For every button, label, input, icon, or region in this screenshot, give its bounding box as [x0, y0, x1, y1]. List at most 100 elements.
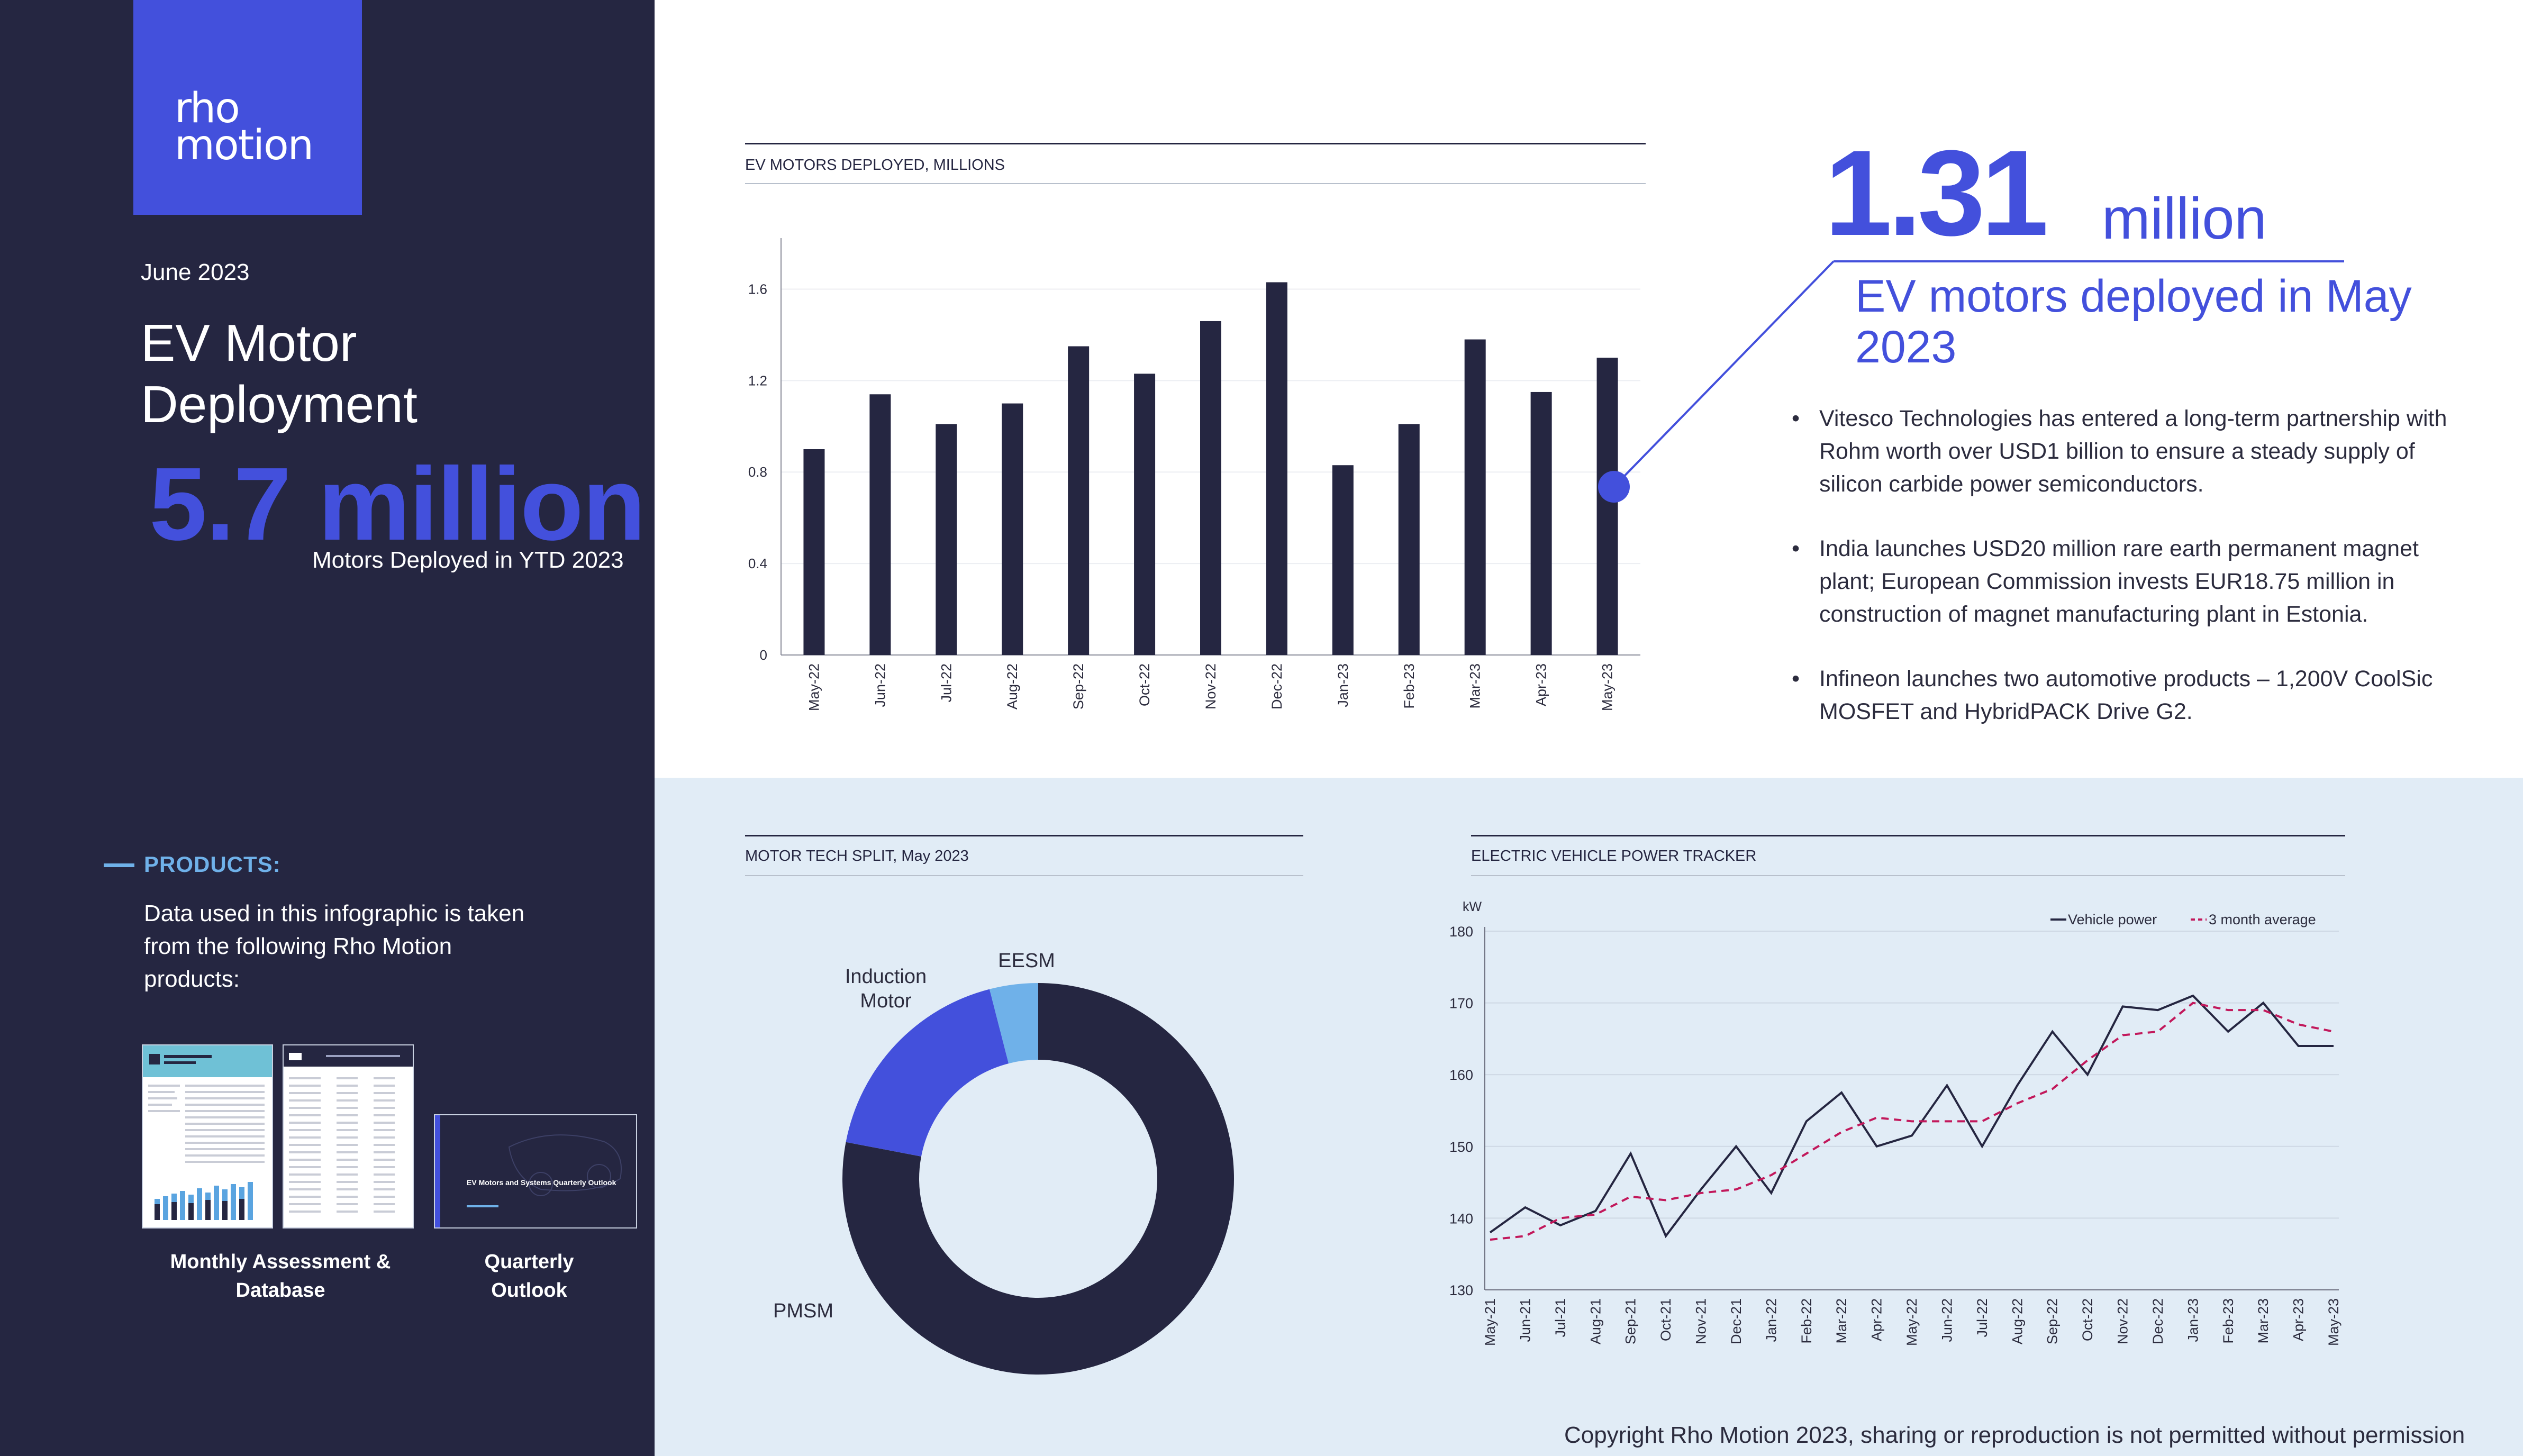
bar — [936, 424, 957, 655]
line-y-unit: kW — [1463, 899, 1482, 914]
line-x-tick-label: Aug-22 — [2009, 1298, 2025, 1344]
donut-label: PMSM — [773, 1300, 833, 1322]
bar-x-tick-label: May-22 — [806, 663, 822, 711]
bar-y-tick-label: 0.4 — [748, 556, 767, 571]
products-heading: PRODUCTS: — [144, 852, 281, 877]
callout-dot — [1598, 471, 1630, 503]
bar — [869, 394, 891, 655]
bar-x-tick-label: Aug-22 — [1004, 663, 1020, 709]
line-x-tick-label: Jun-22 — [1939, 1298, 1955, 1342]
line-chart-title: ELECTRIC VEHICLE POWER TRACKER — [1471, 848, 1757, 865]
donut-slice — [842, 983, 1234, 1375]
bar-x-tick-label: May-23 — [1600, 663, 1616, 711]
bar-x-tick-label: Jun-22 — [872, 663, 888, 707]
line-x-tick-label: Feb-23 — [2220, 1298, 2236, 1344]
line-x-tick-label: Dec-21 — [1728, 1298, 1744, 1344]
bar-y-tick-label: 1.6 — [748, 281, 767, 297]
line-x-tick-label: Nov-22 — [2115, 1298, 2131, 1344]
bar-y-tick-label: 0.8 — [748, 464, 767, 480]
bar-chart-top-rule — [745, 143, 1646, 144]
bar-chart-title-rule — [745, 183, 1646, 184]
donut-label: EESM — [998, 950, 1055, 972]
line-x-tick-label: Feb-22 — [1799, 1298, 1814, 1344]
copyright-notice: Copyright Rho Motion 2023, sharing or re… — [1564, 1422, 2465, 1448]
bar — [1530, 392, 1552, 655]
line-x-tick-label: Mar-23 — [2255, 1298, 2271, 1344]
donut-slice — [846, 989, 1009, 1157]
bar-x-tick-label: Nov-22 — [1203, 663, 1219, 709]
outlook-thumbnail-title: EV Motors and Systems Quarterly Outlook — [467, 1178, 616, 1187]
line-y-tick-label: 150 — [1449, 1139, 1473, 1155]
line-y-tick-label: 140 — [1449, 1211, 1473, 1226]
news-item: Vitesco Technologies has entered a long-… — [1792, 402, 2480, 501]
products-description: Data used in this infographic is taken f… — [144, 900, 525, 992]
line-y-tick-label: 170 — [1449, 996, 1473, 1012]
line-x-tick-label: Dec-22 — [2150, 1298, 2166, 1344]
news-list: Vitesco Technologies has entered a long-… — [1792, 402, 2480, 760]
bar — [1464, 339, 1486, 655]
line-x-tick-label: Sep-22 — [2045, 1298, 2061, 1344]
bar-x-tick-label: Oct-22 — [1137, 663, 1152, 706]
line-chart-title-rule — [1471, 875, 2345, 876]
bar-chart: 0 0.4 0.8 1.2 1.6 May-22 Jun-22 Jul-22 Aug-22 Sep… — [748, 238, 1640, 711]
line-y-tick-label: 180 — [1449, 924, 1473, 940]
products-dash — [104, 863, 134, 867]
vehicle-power-line — [1489, 994, 2334, 1239]
bar — [1068, 346, 1090, 655]
line-chart: 130 140 150 160 170 180 kW May-21 Jun-21 Jul-21 Au… — [1449, 899, 2342, 1346]
legend-label-vehicle-power: Vehicle power — [2068, 912, 2157, 927]
bar — [1596, 358, 1618, 655]
line-chart-top-rule — [1471, 835, 2345, 836]
news-item: Infineon launches two automotive product… — [1792, 662, 2480, 728]
donut-label: Induction — [845, 966, 927, 988]
ytd-total-caption: Motors Deployed in YTD 2023 — [312, 547, 624, 573]
news-item: India launches USD20 million rare earth … — [1792, 532, 2480, 631]
logo-line-1: rho — [175, 85, 240, 132]
callout-line — [1613, 260, 1835, 488]
product-caption-quarterly: Quarterly Outlook — [484, 1251, 574, 1302]
bar-x-tick-label: Mar-23 — [1467, 663, 1483, 709]
bar-x-tick-label: Sep-22 — [1070, 663, 1086, 709]
logo-wordmark: rho motion — [175, 85, 314, 169]
may-motors-number: 1.31 — [1825, 125, 2049, 261]
database-thumbnail-graphic — [284, 1045, 413, 1213]
bar-x-tick-label: Feb-23 — [1401, 663, 1417, 709]
bar — [1200, 321, 1221, 655]
donut-slice — [989, 983, 1038, 1064]
may-motors-caption: EV motors deployed in May 2023 — [1855, 271, 2412, 372]
line-x-tick-label: May-22 — [1904, 1298, 1920, 1346]
bar-x-tick-label: Dec-22 — [1269, 663, 1285, 709]
bar — [1332, 465, 1354, 655]
callout-connector — [1598, 260, 2344, 503]
bar-y-tick-label: 0 — [760, 647, 767, 663]
legend-label-3-month-average: 3 month average — [2209, 912, 2316, 927]
bar-x-tick-label: Jul-22 — [938, 663, 954, 703]
line-x-tick-label: Jul-21 — [1553, 1298, 1568, 1337]
ytd-total-stat: 5.7 million — [149, 446, 646, 562]
rho-motion-logo[interactable]: rho motion — [133, 0, 362, 215]
line-x-tick-label: Jul-22 — [1974, 1298, 1990, 1337]
bar — [1134, 374, 1156, 655]
line-y-tick-label: 160 — [1449, 1067, 1473, 1083]
quarterly-outlook-thumbnail[interactable]: EV Motors and Systems Quarterly Outlook — [434, 1114, 637, 1229]
may-motors-unit: million — [2102, 186, 2267, 251]
donut-title: MOTOR TECH SPLIT, May 2023 — [745, 848, 969, 865]
bar-chart-title: EV MOTORS DEPLOYED, MILLIONS — [745, 157, 1005, 174]
line-x-tick-label: Jan-22 — [1763, 1298, 1779, 1342]
outlook-thumbnail-graphic: EV Motors and Systems Quarterly Outlook — [435, 1115, 622, 1227]
logo-line-2: motion — [175, 122, 314, 169]
line-x-tick-label: Jun-21 — [1517, 1298, 1533, 1342]
database-thumbnail[interactable] — [283, 1044, 414, 1229]
monthly-assessment-thumbnail[interactable] — [142, 1044, 273, 1229]
line-x-tick-label: Sep-21 — [1623, 1298, 1639, 1344]
line-x-tick-label: Oct-22 — [2080, 1298, 2095, 1341]
line-x-tick-label: Mar-22 — [1834, 1298, 1849, 1344]
bar-x-tick-label: Apr-23 — [1533, 663, 1549, 706]
product-caption-monthly: Monthly Assessment & Database — [170, 1251, 391, 1302]
donut-top-rule — [745, 835, 1303, 836]
bar-y-tick-label: 1.2 — [748, 372, 767, 388]
bar — [1266, 282, 1287, 655]
three-month-average-line — [1490, 1002, 2334, 1241]
line-x-tick-label: Apr-22 — [1869, 1298, 1885, 1341]
